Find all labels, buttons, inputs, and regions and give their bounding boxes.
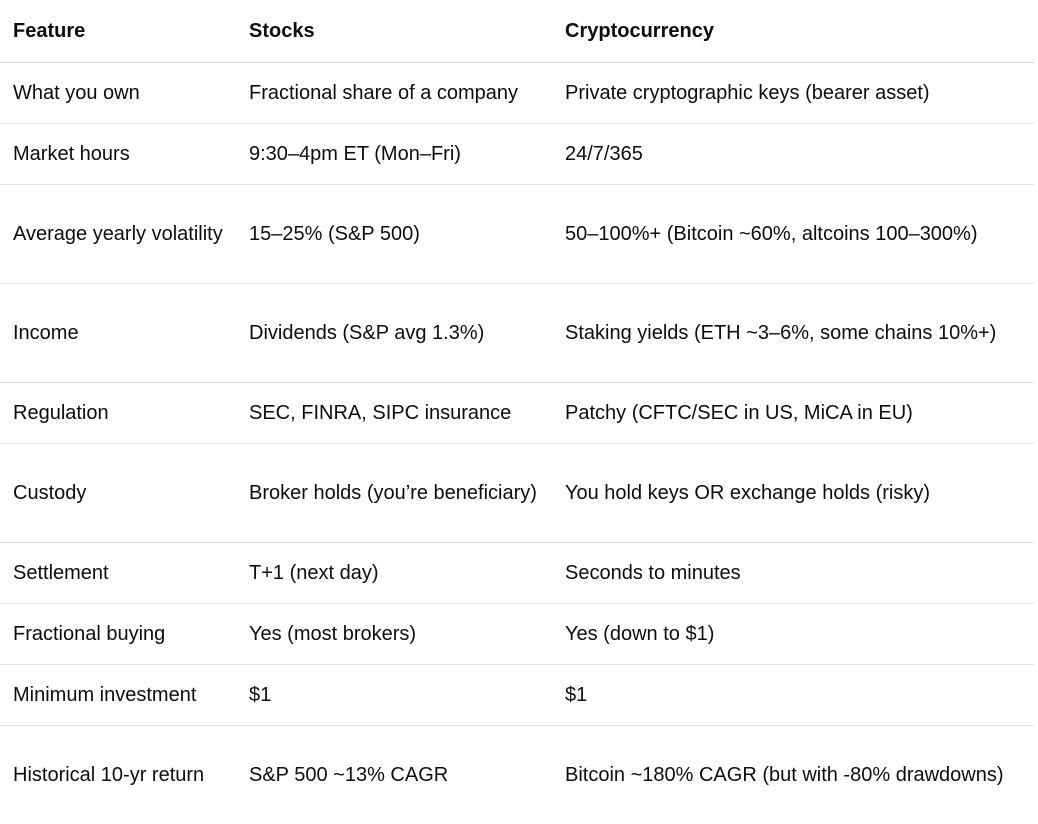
- stocks-cell: $1: [236, 665, 552, 726]
- table-row: Settlement T+1 (next day) Seconds to min…: [0, 543, 1034, 604]
- crypto-cell: Yes (down to $1): [552, 604, 1034, 665]
- table-header-row: Feature Stocks Cryptocurrency: [0, 0, 1034, 63]
- header-cryptocurrency: Cryptocurrency: [552, 0, 1034, 63]
- stocks-cell: Broker holds (you’re beneficiary): [236, 444, 552, 543]
- table-row: Custody Broker holds (you’re beneficiary…: [0, 444, 1034, 543]
- feature-cell: Fractional buying: [0, 604, 236, 665]
- crypto-cell: 50–100%+ (Bitcoin ~60%, altcoins 100–300…: [552, 185, 1034, 284]
- feature-cell: Regulation: [0, 383, 236, 444]
- feature-cell: Historical 10-yr return: [0, 726, 236, 824]
- feature-cell: Average yearly volatility: [0, 185, 236, 284]
- feature-cell: What you own: [0, 63, 236, 124]
- stocks-cell: T+1 (next day): [236, 543, 552, 604]
- table-row: Average yearly volatility 15–25% (S&P 50…: [0, 185, 1034, 284]
- stocks-cell: Dividends (S&P avg 1.3%): [236, 284, 552, 383]
- crypto-cell: Private cryptographic keys (bearer asset…: [552, 63, 1034, 124]
- feature-cell: Income: [0, 284, 236, 383]
- crypto-cell: You hold keys OR exchange holds (risky): [552, 444, 1034, 543]
- table-row: Historical 10-yr return S&P 500 ~13% CAG…: [0, 726, 1034, 824]
- table-row: Fractional buying Yes (most brokers) Yes…: [0, 604, 1034, 665]
- crypto-cell: Staking yields (ETH ~3–6%, some chains 1…: [552, 284, 1034, 383]
- stocks-cell: SEC, FINRA, SIPC insurance: [236, 383, 552, 444]
- feature-cell: Settlement: [0, 543, 236, 604]
- table-row: Income Dividends (S&P avg 1.3%) Staking …: [0, 284, 1034, 383]
- table-row: What you own Fractional share of a compa…: [0, 63, 1034, 124]
- feature-cell: Minimum investment: [0, 665, 236, 726]
- table-row: Regulation SEC, FINRA, SIPC insurance Pa…: [0, 383, 1034, 444]
- table-row: Market hours 9:30–4pm ET (Mon–Fri) 24/7/…: [0, 124, 1034, 185]
- crypto-cell: Seconds to minutes: [552, 543, 1034, 604]
- stocks-cell: Yes (most brokers): [236, 604, 552, 665]
- table-row: Minimum investment $1 $1: [0, 665, 1034, 726]
- header-stocks: Stocks: [236, 0, 552, 63]
- feature-cell: Market hours: [0, 124, 236, 185]
- stocks-cell: 9:30–4pm ET (Mon–Fri): [236, 124, 552, 185]
- crypto-cell: $1: [552, 665, 1034, 726]
- crypto-cell: Bitcoin ~180% CAGR (but with -80% drawdo…: [552, 726, 1034, 824]
- crypto-cell: Patchy (CFTC/SEC in US, MiCA in EU): [552, 383, 1034, 444]
- stocks-cell: Fractional share of a company: [236, 63, 552, 124]
- header-feature: Feature: [0, 0, 236, 63]
- feature-cell: Custody: [0, 444, 236, 543]
- crypto-cell: 24/7/365: [552, 124, 1034, 185]
- stocks-cell: S&P 500 ~13% CAGR: [236, 726, 552, 824]
- stocks-cell: 15–25% (S&P 500): [236, 185, 552, 284]
